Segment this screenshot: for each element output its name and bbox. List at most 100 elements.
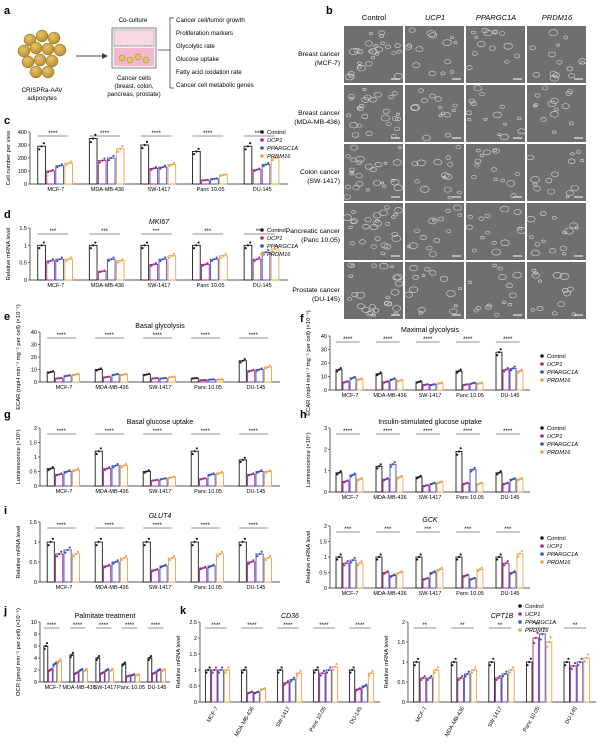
micrograph-cell (512, 271, 522, 279)
bar (217, 669, 224, 703)
significance-label: **** (503, 429, 513, 435)
data-point (212, 472, 215, 475)
legend-label: UCP1 (525, 612, 540, 618)
chart-title: Basal glycolysis (135, 323, 185, 330)
data-point (211, 671, 214, 674)
y-tick-label: 400 (18, 130, 27, 136)
data-point (202, 379, 205, 382)
data-point (199, 568, 203, 571)
data-point (250, 369, 253, 372)
data-point (360, 560, 363, 563)
bar (106, 157, 116, 185)
significance-label: **** (463, 337, 473, 343)
data-point (314, 668, 318, 672)
data-point (470, 578, 473, 581)
data-point (416, 381, 419, 384)
x-tick-label: Panc 10.05 (456, 393, 484, 399)
micrograph-cell (390, 265, 394, 269)
data-point (346, 479, 349, 482)
data-point (332, 668, 335, 671)
data-point (471, 577, 475, 580)
data-point (69, 256, 72, 259)
micrograph-cell (526, 154, 534, 161)
micrograph-cell (468, 98, 476, 104)
micrograph-cell (392, 116, 399, 121)
micrograph-cell (438, 114, 443, 118)
micrograph-cell (532, 182, 538, 187)
data-point (258, 552, 261, 556)
data-point (147, 469, 150, 472)
data-point (192, 247, 196, 250)
data-point (459, 368, 462, 371)
bar (190, 450, 199, 487)
micrograph-r4-c0 (344, 262, 403, 319)
micrograph-cell (471, 175, 477, 180)
micrograph-cell (350, 157, 357, 163)
significance-label: **** (343, 429, 353, 435)
x-tick-label: MDA-MB-436 (373, 591, 406, 597)
micrograph-cell (534, 242, 541, 247)
micrograph-cell (416, 159, 426, 167)
data-point (212, 563, 215, 566)
micrograph-cell (500, 133, 509, 141)
data-point (51, 537, 54, 540)
data-point (472, 668, 475, 672)
data-point (289, 680, 293, 683)
data-point (426, 576, 429, 580)
data-point (386, 477, 389, 480)
data-point (357, 479, 360, 482)
data-point (101, 159, 104, 162)
data-point (271, 158, 274, 162)
panel-label-g: g (4, 409, 11, 421)
micrograph-cell (351, 210, 356, 214)
data-point (164, 477, 167, 480)
bar (325, 669, 332, 703)
data-point (55, 474, 59, 477)
significance-label: **** (249, 333, 259, 339)
bar (71, 553, 80, 583)
data-point (430, 674, 433, 678)
data-point (224, 252, 227, 255)
data-point (438, 481, 442, 484)
data-point (431, 482, 435, 485)
data-point (266, 365, 270, 369)
legend-swatch (540, 560, 544, 564)
data-point (64, 375, 67, 378)
x-tick-label: Panc 10.05 (522, 706, 541, 733)
micrograph-cell (548, 51, 556, 58)
data-point (241, 540, 244, 544)
data-point (471, 382, 475, 385)
chart-j: 0 2 4 6 8 10 OCR (pmol min⁻¹ per cell) (×10⁻⁵)… (15, 608, 170, 696)
panel-label-j: j (3, 605, 7, 617)
data-point (358, 562, 362, 565)
micrograph-cell (500, 178, 506, 183)
micrograph-cell (383, 243, 392, 250)
data-point (353, 556, 356, 559)
bar (375, 556, 383, 589)
data-point (195, 376, 198, 380)
data-point (352, 666, 355, 669)
data-point (313, 671, 316, 674)
data-point (114, 464, 117, 467)
data-point (191, 377, 194, 380)
micrograph-cell (530, 176, 540, 183)
data-point (520, 550, 523, 553)
data-point (504, 482, 508, 485)
panel-label-f: f (300, 313, 304, 325)
micrograph-cell (409, 286, 419, 293)
micrograph-r2-c3 (526, 144, 586, 201)
data-point (40, 244, 43, 247)
micrograph-cell (556, 60, 563, 65)
y-tick-label: 200 (18, 156, 27, 162)
x-tick-label: MCF-7 (415, 706, 429, 724)
data-point (145, 373, 148, 376)
micrograph-cell (368, 32, 373, 36)
micrograph-cell (424, 267, 431, 272)
x-tick-label: DU-145 (253, 283, 272, 289)
bar (43, 645, 49, 683)
x-tick-label: DU-145 (247, 385, 266, 391)
data-point (258, 256, 261, 259)
data-point (264, 251, 268, 254)
micrograph-r0-c3 (527, 26, 587, 83)
micrograph-cell (414, 179, 420, 184)
